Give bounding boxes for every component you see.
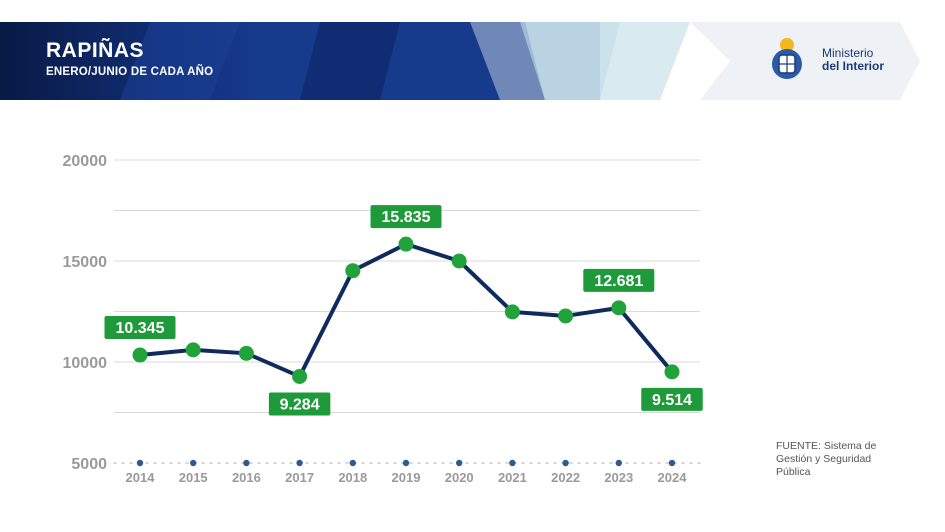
data-point (611, 300, 627, 316)
data-label-box (583, 268, 655, 292)
x-tick-dot (562, 459, 569, 467)
x-tick-dot (509, 459, 516, 467)
x-tick-dot (668, 459, 676, 467)
data-point (451, 253, 467, 269)
header-banner: RAPIÑAS ENERO/JUNIO DE CADA AÑO Minister… (0, 22, 945, 100)
x-tick-dot (402, 459, 410, 467)
data-point (664, 364, 680, 380)
data-point (238, 345, 254, 361)
x-tick-label: 2024 (658, 470, 688, 485)
uruguay-coat-of-arms-icon (772, 38, 802, 79)
x-tick-dot (190, 459, 197, 467)
ministry-line-2: del Interior (822, 59, 885, 73)
data-point (185, 342, 201, 358)
x-tick-label: 2014 (126, 470, 156, 485)
x-tick-label: 2015 (179, 470, 208, 485)
data-label-box (370, 205, 442, 229)
page-subtitle: ENERO/JUNIO DE CADA AÑO (46, 66, 214, 78)
data-point (504, 304, 520, 320)
x-tick-dot (296, 459, 303, 467)
data-label-box (104, 316, 176, 340)
x-tick-dot (615, 459, 622, 467)
data-label: 15.835 (382, 209, 431, 226)
y-tick-label: 15000 (63, 254, 108, 271)
header-background (0, 22, 945, 100)
page-title: RAPIÑAS (46, 39, 145, 62)
source-note: FUENTE: Sistema de Gestión y Seguridad P… (776, 440, 877, 478)
x-tick-label: 2023 (604, 470, 633, 485)
y-tick-label: 5000 (71, 456, 107, 473)
x-tick-dot (136, 459, 144, 467)
data-point (292, 368, 308, 384)
ministry-name: Ministerio del Interior (822, 47, 884, 73)
y-tick-label: 10000 (63, 355, 108, 372)
data-point (345, 263, 361, 279)
x-tick-dot (243, 459, 250, 467)
x-tick-dot (456, 459, 463, 467)
x-tick-label: 2022 (551, 470, 580, 485)
x-tick-label: 2016 (232, 470, 261, 485)
x-tick-dot (349, 459, 356, 467)
data-point (132, 347, 148, 363)
x-tick-label: 2018 (338, 470, 367, 485)
data-point (558, 308, 574, 324)
data-label: 9.514 (652, 392, 692, 409)
x-tick-label: 2017 (285, 470, 314, 485)
data-label: 9.284 (280, 396, 320, 413)
x-tick-label: 2021 (498, 470, 527, 485)
data-label: 10.345 (116, 320, 165, 337)
data-label-box (268, 392, 331, 416)
data-point (398, 236, 414, 252)
series-line (138, 242, 674, 379)
y-tick-label: 20000 (63, 153, 108, 170)
data-label: 12.681 (594, 273, 643, 290)
x-tick-label: 2019 (392, 470, 421, 485)
data-label-box (641, 387, 703, 411)
x-tick-label: 2020 (445, 470, 474, 485)
ministry-line-1: Ministerio (822, 46, 874, 60)
